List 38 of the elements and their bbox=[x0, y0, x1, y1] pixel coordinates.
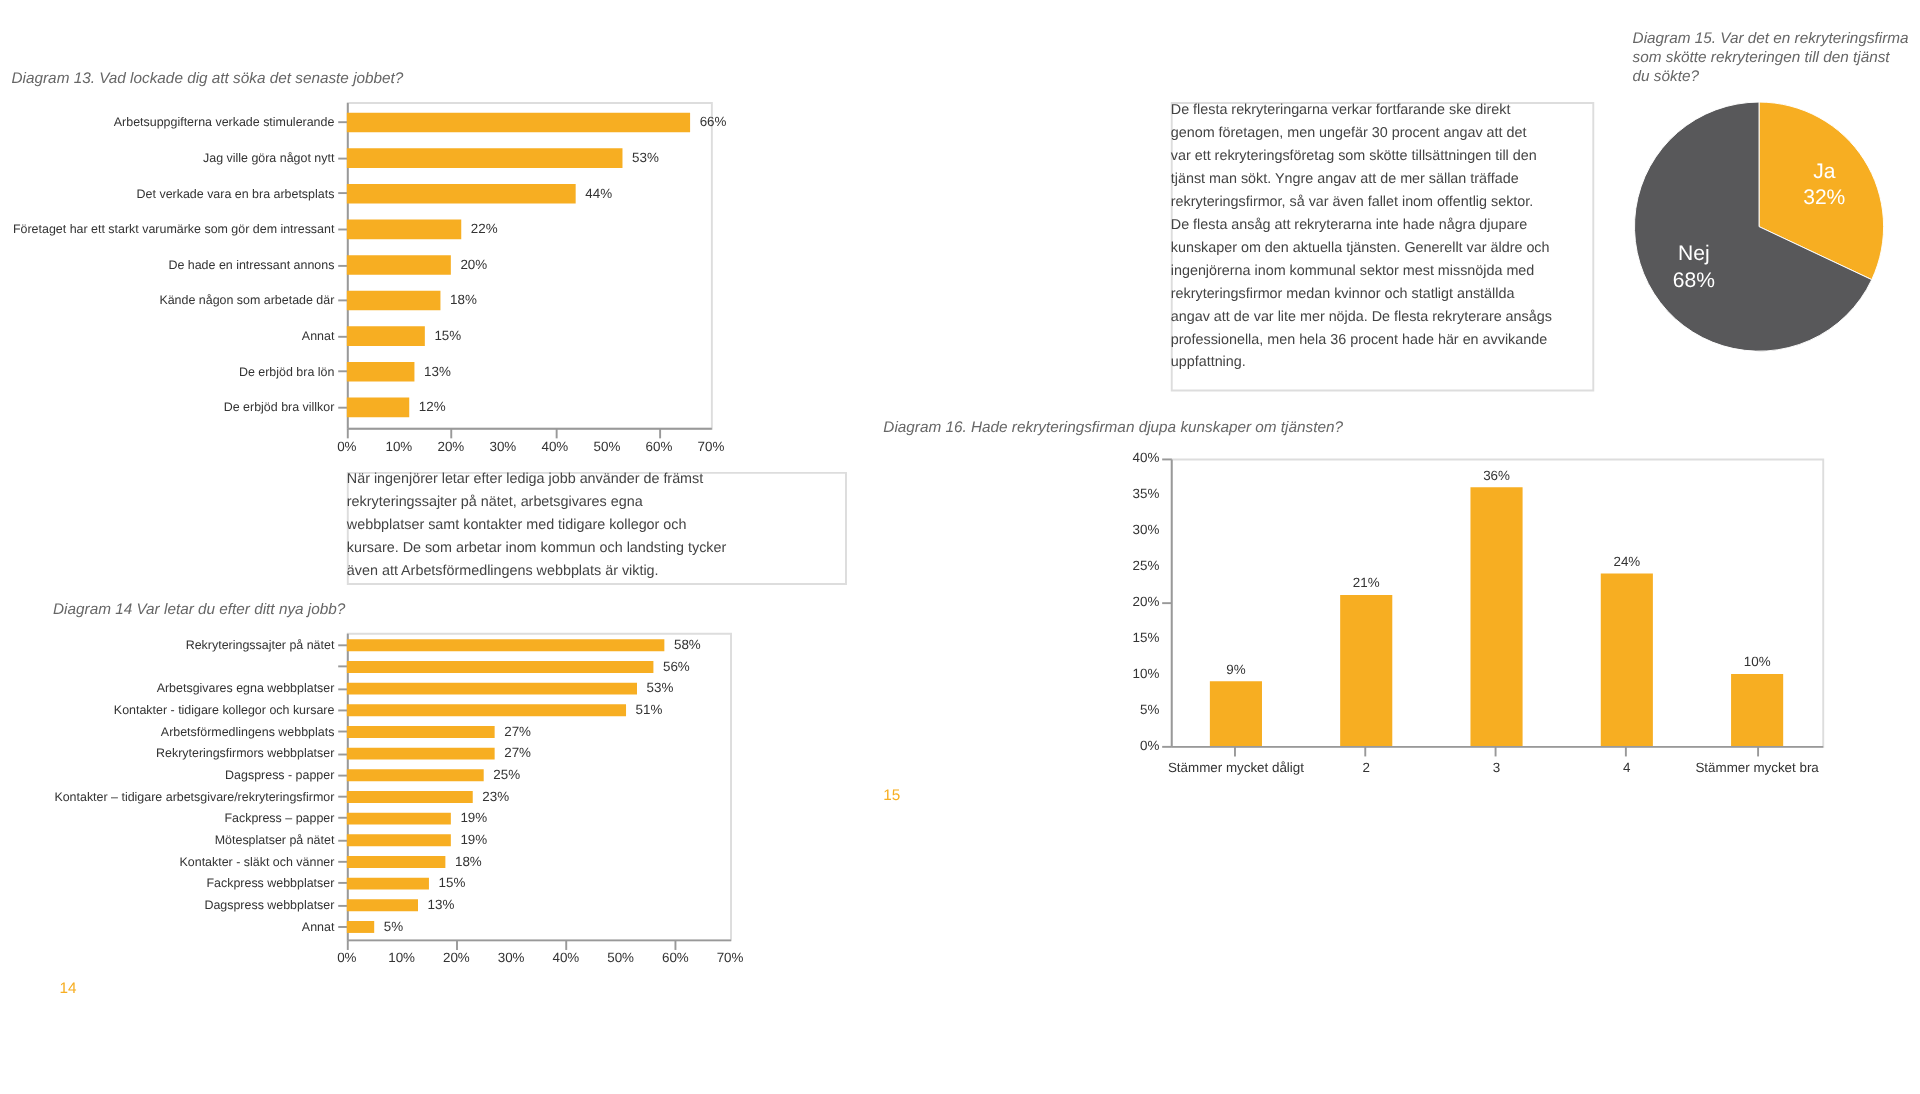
bar bbox=[1340, 595, 1393, 746]
text: 14 bbox=[59, 979, 78, 998]
text: Diagram 14 Var letar du efter ditt nya jobb? bbox=[53, 599, 347, 618]
slice-label: Ja bbox=[1813, 159, 1836, 184]
bar bbox=[346, 704, 627, 717]
bar bbox=[346, 397, 410, 418]
bar bbox=[346, 834, 451, 847]
bar bbox=[346, 769, 484, 782]
data-label: 68% bbox=[1672, 269, 1715, 294]
text: Diagram 13. Vad lockade dig att söka det senaste jobbet? bbox=[11, 68, 405, 87]
bar bbox=[346, 726, 495, 738]
bar bbox=[346, 219, 462, 240]
bar bbox=[346, 682, 637, 695]
slice-label: Nej bbox=[1678, 242, 1710, 267]
bar bbox=[1731, 674, 1784, 746]
bar bbox=[1470, 487, 1523, 746]
bar bbox=[346, 255, 451, 275]
text: 15 bbox=[883, 785, 901, 804]
bar bbox=[346, 812, 451, 825]
bar bbox=[346, 856, 446, 868]
bar bbox=[1209, 681, 1262, 746]
bar bbox=[346, 921, 375, 933]
bar bbox=[346, 747, 495, 760]
bar bbox=[346, 183, 576, 204]
bar bbox=[346, 361, 415, 382]
bar bbox=[346, 877, 429, 890]
chart-title: Diagram 15. Var det en rekryteringsfirma som skötte rekryteringen till den tjänst du sökte? bbox=[1632, 28, 1909, 85]
bar bbox=[346, 791, 473, 803]
bar bbox=[346, 112, 691, 133]
bar bbox=[1600, 573, 1653, 746]
bar bbox=[346, 326, 425, 346]
chart-title: Diagram 16. Hade rekryteringsfirman djupa kunskaper om tjänsten? bbox=[883, 417, 1345, 436]
bar bbox=[346, 290, 441, 311]
bar bbox=[346, 639, 665, 652]
bar bbox=[346, 899, 418, 912]
bar bbox=[346, 148, 623, 168]
bar bbox=[346, 661, 654, 673]
data-label: 32% bbox=[1803, 186, 1846, 211]
